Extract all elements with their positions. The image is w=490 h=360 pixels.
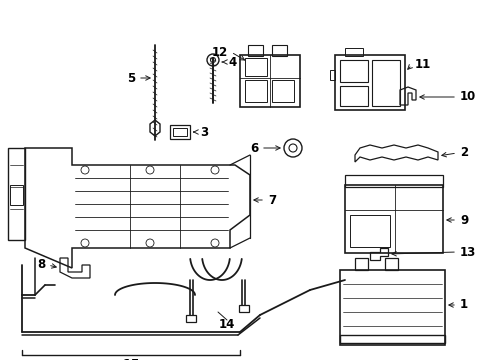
Text: 10: 10	[460, 90, 476, 104]
Bar	[170, 125, 190, 139]
Bar	[340, 270, 445, 345]
Bar	[186, 315, 196, 322]
Text: 14: 14	[219, 319, 235, 332]
Bar	[350, 215, 390, 247]
Text: 11: 11	[415, 58, 431, 72]
Bar	[245, 58, 267, 76]
Bar	[239, 305, 249, 312]
Bar	[340, 335, 445, 343]
Bar	[355, 258, 368, 270]
Text: 6: 6	[250, 141, 258, 154]
Bar	[345, 48, 363, 56]
Bar	[245, 80, 267, 102]
Bar	[372, 60, 400, 106]
Bar	[240, 55, 300, 107]
Text: 2: 2	[460, 147, 468, 159]
Bar	[340, 86, 368, 106]
Text: 8: 8	[37, 258, 45, 271]
Text: 5: 5	[127, 72, 135, 85]
Bar	[330, 70, 335, 80]
Bar	[272, 80, 294, 102]
Text: 12: 12	[212, 45, 228, 58]
Bar	[272, 45, 287, 56]
Text: 7: 7	[268, 194, 276, 207]
Text: 4: 4	[228, 55, 236, 68]
Text: 13: 13	[460, 246, 476, 258]
Text: 1: 1	[460, 298, 468, 311]
Bar	[345, 185, 443, 253]
Bar	[385, 258, 398, 270]
Bar	[340, 60, 368, 82]
Bar	[345, 175, 443, 187]
Bar	[173, 128, 187, 136]
Bar	[335, 55, 405, 110]
Text: 15: 15	[122, 358, 140, 360]
Bar	[248, 45, 263, 56]
Text: 9: 9	[460, 213, 468, 226]
Bar	[10, 185, 23, 205]
Text: 3: 3	[200, 126, 208, 139]
